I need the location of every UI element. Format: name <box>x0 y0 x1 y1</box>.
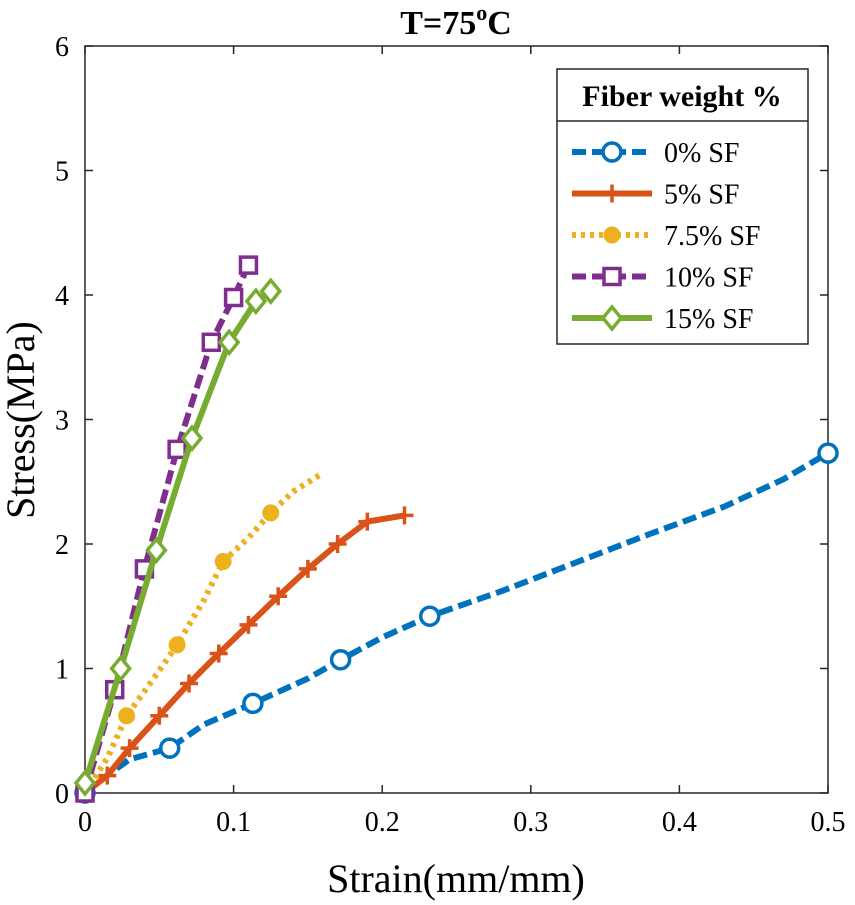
legend-entry-10-sf: 10% SF <box>572 263 753 294</box>
y-axis-label: Stress(MPa) <box>0 321 43 519</box>
y-tick-label: 5 <box>55 157 69 188</box>
data-point <box>150 706 169 725</box>
data-point <box>262 504 280 522</box>
data-point <box>201 332 222 353</box>
x-tick-label: 0.2 <box>365 807 400 838</box>
data-point <box>158 737 181 759</box>
data-point <box>358 512 377 531</box>
x-tick-label: 0.5 <box>811 807 846 838</box>
series-line-7-5-sf <box>82 470 325 795</box>
series-15-sf <box>73 277 283 797</box>
legend-label: 0% SF <box>664 138 739 169</box>
series-line-5-sf <box>83 512 405 796</box>
data-point <box>298 559 317 578</box>
data-point <box>259 277 283 306</box>
data-point <box>120 739 139 758</box>
legend-title: Fiber weight % <box>582 80 781 113</box>
data-point <box>180 424 204 452</box>
data-point <box>244 287 268 315</box>
legend-label: 10% SF <box>664 263 753 294</box>
data-point <box>167 439 187 460</box>
legend-entry-0-sf: 0% SF <box>572 138 739 169</box>
data-point <box>214 552 232 570</box>
legend-marker <box>600 304 624 332</box>
data-point <box>328 535 347 553</box>
data-point <box>242 692 264 715</box>
legend-marker <box>602 266 622 287</box>
data-point <box>109 654 132 683</box>
legend-label: 7.5% SF <box>664 221 760 252</box>
data-point <box>73 769 97 797</box>
legend-entry-7-5-sf: 7.5% SF <box>572 221 760 252</box>
legend-label: 5% SF <box>664 180 739 211</box>
legend: Fiber weight % 0% SF 5% SF 7.5% SF 10% SF 15… <box>556 68 809 345</box>
data-point <box>180 674 199 693</box>
y-tick-label: 4 <box>55 281 69 312</box>
legend-label: 15% SF <box>664 304 753 335</box>
data-point <box>209 644 228 663</box>
data-point <box>269 587 288 606</box>
data-point <box>145 536 168 564</box>
data-point <box>98 766 117 785</box>
y-tick-label: 6 <box>55 32 69 63</box>
data-point <box>168 636 186 654</box>
legend-entry-5-sf: 5% SF <box>572 180 739 211</box>
data-point <box>217 328 241 357</box>
data-point <box>238 255 259 275</box>
data-point <box>419 605 441 627</box>
x-tick-label: 0.3 <box>513 807 548 838</box>
series-layer <box>73 255 839 804</box>
y-tick-label: 2 <box>55 530 69 561</box>
legend-marker <box>603 226 621 244</box>
chart-title: T=75oC <box>400 0 512 42</box>
data-point <box>239 615 258 634</box>
legend-entries: 0% SF 5% SF 7.5% SF 10% SF 15% SF <box>572 138 760 335</box>
legend-box <box>556 68 809 345</box>
series-7-5-sf <box>76 470 325 802</box>
x-tick-label: 0 <box>78 807 92 838</box>
y-tick-label: 1 <box>55 655 69 686</box>
axis-ticks: 0 0.1 0.2 0.3 0.4 0.5 0 1 2 3 4 5 6 <box>55 32 846 838</box>
legend-entry-15-sf: 15% SF <box>572 304 753 335</box>
data-point <box>395 506 414 525</box>
y-tick-label: 0 <box>55 779 69 810</box>
x-axis-label: Strain(mm/mm) <box>327 856 585 901</box>
data-point <box>817 442 839 464</box>
data-point <box>329 649 352 671</box>
x-tick-label: 0.4 <box>662 807 697 838</box>
legend-marker <box>601 141 623 163</box>
data-point <box>223 287 244 308</box>
y-tick-label: 3 <box>55 406 69 437</box>
data-point <box>118 707 136 725</box>
legend-marker <box>603 184 621 203</box>
series-line-0-sf <box>83 450 830 796</box>
x-tick-label: 0.1 <box>216 807 251 838</box>
